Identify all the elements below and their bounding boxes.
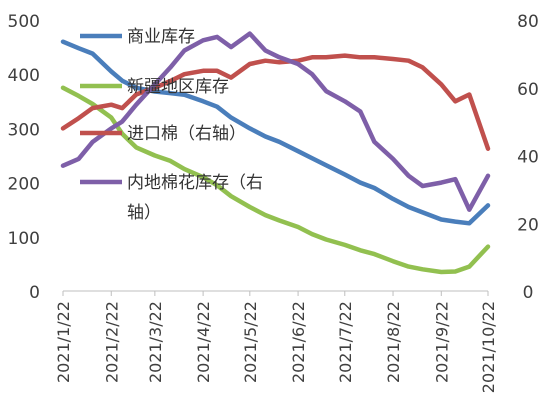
y-right-tick-label: 60 — [517, 80, 539, 100]
series-line-2 — [60, 53, 491, 151]
y-left-tick-label: 100 — [8, 229, 40, 249]
y-left-tick-label: 300 — [8, 120, 40, 140]
x-tick-label: 2021/2/22 — [102, 301, 121, 383]
x-axis: 2021/1/22 2021/2/22 2021/3/22 2021/4/22 2021… — [54, 290, 498, 393]
series-lines — [60, 31, 491, 275]
y-right-tick-label: 80 — [517, 12, 539, 32]
legend-label-xinjiang: 新疆地区库存 — [127, 77, 229, 97]
x-tick-label: 2021/8/22 — [384, 301, 403, 383]
legend-label-inland: 内地棉花库存（右 轴） — [127, 173, 268, 223]
y-left-axis: 0 100 200 300 400 500 — [8, 12, 40, 303]
y-right-tick-label: 20 — [517, 215, 539, 235]
x-tick-label: 2021/5/22 — [241, 301, 260, 383]
y-right-axis: 0 20 40 60 80 — [517, 12, 539, 303]
series-line-1 — [60, 85, 491, 275]
legend-label-inland-line1: 内地棉花库存（右 — [127, 173, 263, 193]
x-tick-label: 2021/6/22 — [289, 301, 308, 383]
x-tick-label: 2021/10/22 — [479, 301, 498, 393]
legend-label-commercial: 商业库存 — [127, 27, 195, 47]
series-line-0 — [60, 39, 491, 226]
legend-label-inland-line2: 轴） — [127, 203, 161, 223]
legend: 商业库存 新疆地区库存 进口棉（右轴） 内地棉花库存（右 轴） — [80, 27, 268, 223]
x-tick-label: 2021/1/22 — [54, 301, 73, 383]
y-left-tick-label: 200 — [8, 175, 40, 195]
y-left-tick-label: 0 — [29, 283, 40, 303]
y-right-tick-label: 0 — [523, 283, 534, 303]
x-tick-label: 2021/4/22 — [194, 301, 213, 383]
y-left-tick-label: 400 — [8, 66, 40, 86]
x-tick-label: 2021/9/22 — [432, 301, 451, 383]
x-tick-label: 2021/3/22 — [146, 301, 165, 383]
legend-label-imported: 进口棉（右轴） — [127, 124, 246, 144]
y-right-tick-label: 40 — [517, 148, 539, 168]
x-tick-label: 2021/7/22 — [336, 301, 355, 383]
y-left-tick-label: 500 — [8, 12, 40, 32]
series-line-3 — [60, 31, 491, 212]
